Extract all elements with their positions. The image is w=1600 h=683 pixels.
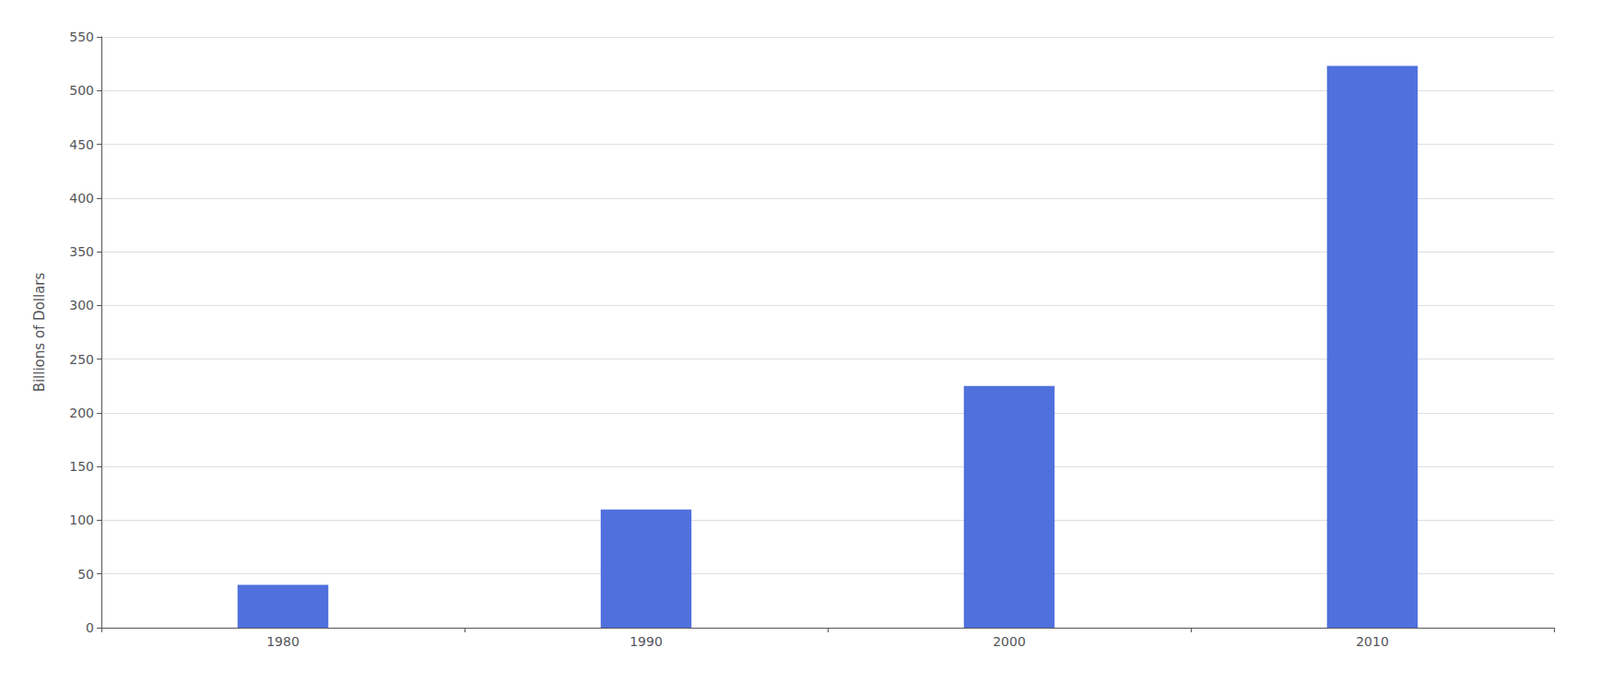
svg-text:200: 200 (69, 405, 95, 421)
svg-text:1980: 1980 (266, 634, 300, 649)
svg-text:100: 100 (69, 512, 95, 528)
svg-text:Billions of Dollars: Billions of Dollars (31, 271, 48, 392)
svg-text:400: 400 (69, 190, 95, 206)
svg-text:350: 350 (69, 244, 95, 259)
svg-text:1990: 1990 (629, 634, 663, 649)
svg-text:150: 150 (69, 458, 95, 474)
svg-text:450: 450 (69, 137, 95, 153)
svg-text:2010: 2010 (1355, 634, 1389, 649)
svg-text:300: 300 (69, 297, 95, 313)
svg-text:2000: 2000 (992, 634, 1026, 649)
svg-text:500: 500 (69, 82, 95, 98)
svg-text:0: 0 (85, 620, 95, 636)
svg-text:50: 50 (77, 566, 95, 582)
svg-text:250: 250 (69, 352, 95, 367)
svg-text:550: 550 (69, 29, 95, 45)
